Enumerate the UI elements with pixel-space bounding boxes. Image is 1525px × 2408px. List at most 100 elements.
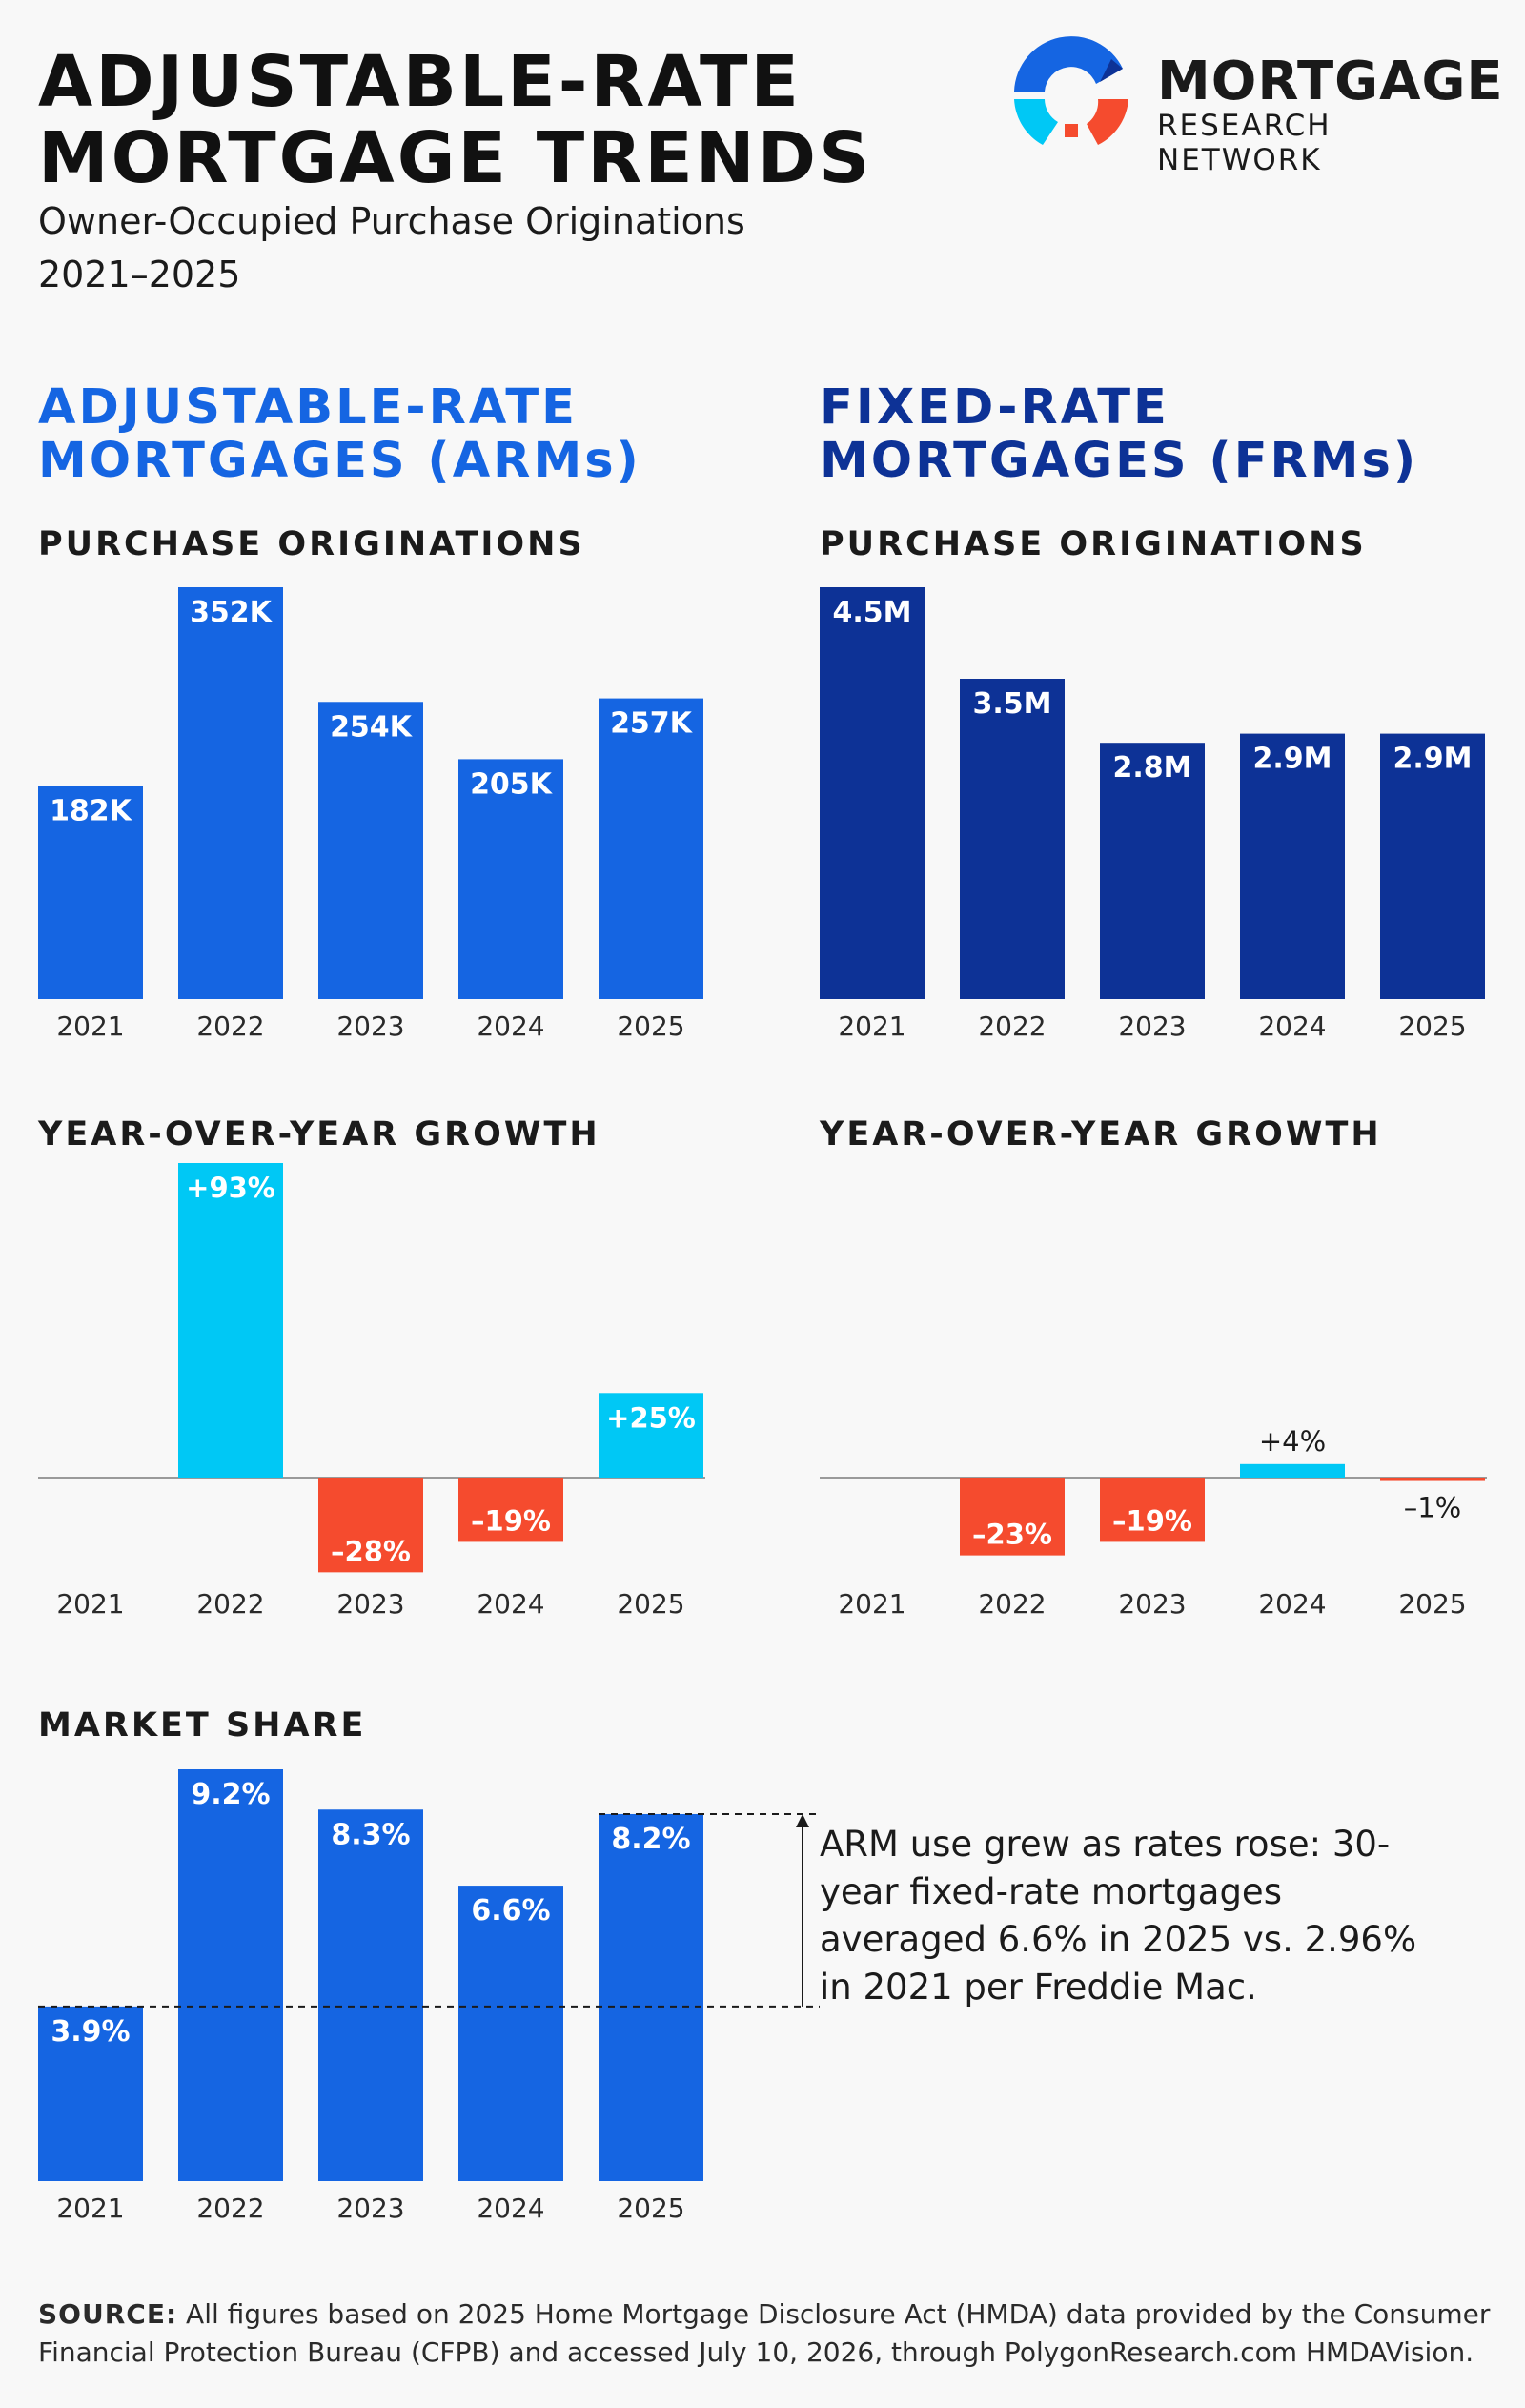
- market-share-note: ARM use grew as rates rose: 30-year fixe…: [820, 1824, 1417, 2008]
- bar-2024: [458, 1886, 563, 2181]
- x-tick-2024: 2024: [477, 2193, 544, 2224]
- frm-originations-heading: PURCHASE ORIGINATIONS: [820, 525, 1367, 563]
- bar-2023: [318, 1809, 423, 2181]
- bar-2022: [960, 1478, 1065, 1556]
- x-tick-2024: 2024: [1258, 1588, 1326, 1620]
- x-tick-2024: 2024: [477, 1010, 544, 1042]
- x-tick-2021: 2021: [56, 1588, 124, 1620]
- x-tick-2023: 2023: [1118, 1588, 1186, 1620]
- x-tick-2022: 2022: [196, 2193, 264, 2224]
- bar-2025: [599, 1813, 703, 2181]
- bar-2025: [599, 1393, 703, 1478]
- data-label-2025: 2.9M: [1393, 743, 1473, 776]
- arm-originations-chart: 182K 2021 352K 2022 254K 2023 205K 2024 257K 2025: [38, 587, 703, 1042]
- x-tick-2025: 2025: [617, 1588, 684, 1620]
- subtitle-line-2: 2021–2025: [38, 254, 241, 296]
- bar-2024: [1240, 733, 1345, 999]
- bar-2021: [820, 587, 925, 999]
- source-text: All figures based on 2025 Home Mortgage …: [38, 2298, 1491, 2368]
- data-label-2021: 4.5M: [833, 596, 912, 629]
- data-label-2023: 2.8M: [1113, 751, 1192, 785]
- data-label-2024: 2.9M: [1253, 743, 1332, 776]
- arm-column-heading: ADJUSTABLE-RATE MORTGAGES (ARMs): [38, 381, 641, 488]
- bar-2025: [599, 698, 703, 999]
- x-tick-2025: 2025: [1398, 1010, 1466, 1042]
- data-label-2022: 9.2%: [191, 1778, 270, 1811]
- arm-originations-heading: PURCHASE ORIGINATIONS: [38, 525, 585, 563]
- source-label: SOURCE:: [38, 2298, 178, 2330]
- x-tick-2024: 2024: [1258, 1010, 1326, 1042]
- x-tick-2023: 2023: [336, 1588, 404, 1620]
- bar-2022: [178, 587, 283, 999]
- frm-heading-line-1: FIXED-RATE: [820, 379, 1169, 436]
- logo-subword: RESEARCH NETWORK: [1157, 109, 1332, 177]
- data-label-2022: –23%: [972, 1519, 1052, 1551]
- data-label-2021: 182K: [50, 795, 133, 828]
- x-tick-2021: 2021: [56, 2193, 124, 2224]
- data-label-2024: 6.6%: [471, 1894, 550, 1928]
- frm-growth-heading: YEAR-OVER-YEAR GROWTH: [820, 1115, 1382, 1153]
- data-label-2022: 3.5M: [973, 687, 1052, 721]
- data-label-2023: 8.3%: [331, 1818, 410, 1851]
- x-tick-2023: 2023: [336, 2193, 404, 2224]
- data-label-2023: –28%: [331, 1535, 411, 1567]
- frm-heading-line-2: MORTGAGES (FRMs): [820, 433, 1419, 489]
- page-subtitle: Owner-Occupied Purchase Originations 202…: [38, 194, 745, 301]
- frm-column-heading: FIXED-RATE MORTGAGES (FRMs): [820, 381, 1418, 488]
- bar-2024: [458, 759, 563, 999]
- data-label-2025: +25%: [606, 1401, 696, 1434]
- frm-growth-chart: 2021 –23% 2022 –19% 2023 +4% 2024 –1% 2025: [820, 1425, 1487, 1620]
- data-label-2024: +4%: [1259, 1425, 1326, 1458]
- x-tick-2022: 2022: [978, 1010, 1046, 1042]
- x-tick-2021: 2021: [56, 1010, 124, 1042]
- x-tick-2025: 2025: [617, 2193, 684, 2224]
- data-label-2024: 205K: [470, 767, 554, 801]
- subtitle-line-1: Owner-Occupied Purchase Originations: [38, 200, 745, 242]
- arm-heading-line-1: ADJUSTABLE-RATE: [38, 379, 579, 436]
- data-label-2022: +93%: [186, 1172, 275, 1204]
- x-tick-2022: 2022: [196, 1588, 264, 1620]
- data-label-2021: 3.9%: [51, 2015, 130, 2049]
- source-footnote: SOURCE: All figures based on 2025 Home M…: [38, 2296, 1506, 2372]
- x-tick-2022: 2022: [978, 1588, 1046, 1620]
- x-tick-2025: 2025: [1398, 1588, 1466, 1620]
- data-label-2023: 254K: [330, 710, 414, 744]
- bar-2025: [1380, 733, 1485, 999]
- data-label-2025: 257K: [610, 707, 694, 741]
- title-line-2: MORTGAGE TRENDS: [38, 117, 873, 199]
- x-tick-2021: 2021: [838, 1010, 905, 1042]
- x-tick-2023: 2023: [336, 1010, 404, 1042]
- growth-arrow-head-icon: [796, 1813, 809, 1827]
- bar-2024: [458, 1478, 563, 1542]
- bar-2024: [1240, 1463, 1345, 1478]
- page-title: ADJUSTABLE-RATE MORTGAGE TRENDS: [38, 44, 872, 196]
- market-share-chart: 3.9% 2021 9.2% 2022 8.3% 2023 6.6% 2024 8.2% 2025: [38, 1769, 820, 2224]
- arm-growth-heading: YEAR-OVER-YEAR GROWTH: [38, 1115, 600, 1153]
- data-label-2022: 352K: [190, 596, 274, 629]
- x-tick-2023: 2023: [1118, 1010, 1186, 1042]
- x-tick-2025: 2025: [617, 1010, 684, 1042]
- market-share-heading: MARKET SHARE: [38, 1706, 367, 1745]
- x-tick-2024: 2024: [477, 1588, 544, 1620]
- logo-word: MORTGAGE: [1157, 51, 1504, 112]
- logo-mark-icon: [1014, 36, 1128, 145]
- bar-2022: [178, 1769, 283, 2181]
- arm-heading-line-2: MORTGAGES (ARMs): [38, 433, 641, 489]
- x-tick-2022: 2022: [196, 1010, 264, 1042]
- bar-2022: [960, 679, 1065, 999]
- data-label-2023: –19%: [1112, 1504, 1192, 1537]
- bar-2023: [1100, 743, 1205, 999]
- data-label-2024: –19%: [471, 1504, 551, 1537]
- title-line-1: ADJUSTABLE-RATE: [38, 41, 802, 123]
- bar-2023: [318, 1478, 423, 1573]
- bar-2022: [178, 1163, 283, 1478]
- data-label-2025: –1%: [1404, 1492, 1462, 1524]
- data-label-2025: 8.2%: [611, 1823, 690, 1856]
- x-tick-2021: 2021: [838, 1588, 905, 1620]
- arm-growth-chart: 2021 +93% 2022 –28% 2023 –19% 2024 +25% 2025: [38, 1163, 705, 1620]
- frm-originations-chart: 4.5M 2021 3.5M 2022 2.8M 2023 2.9M 2024 2.9M 2025: [820, 587, 1485, 1042]
- mortgage-research-network-logo: MORTGAGE RESEARCH NETWORK: [1005, 32, 1503, 177]
- bar-2023: [318, 702, 423, 999]
- bar-2021: [38, 786, 143, 999]
- bar-2021: [38, 2006, 143, 2181]
